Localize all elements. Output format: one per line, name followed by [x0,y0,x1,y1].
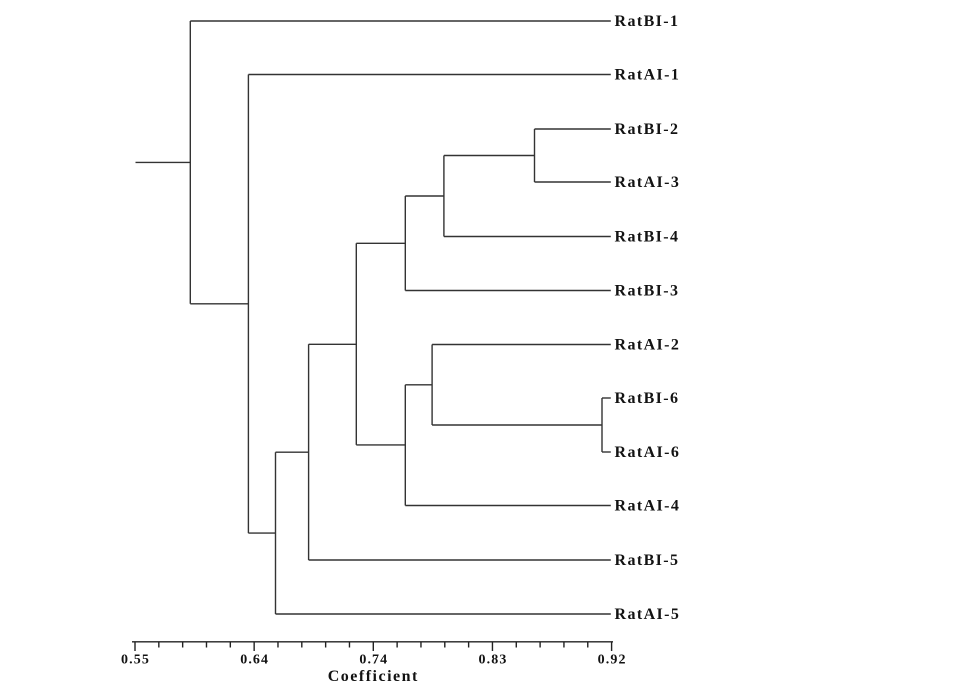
svg-text:RatBI-2: RatBI-2 [615,121,680,138]
svg-text:0.92: 0.92 [598,653,627,668]
svg-text:RatAI-2: RatAI-2 [615,337,681,354]
svg-text:RatAI-6: RatAI-6 [615,444,681,461]
svg-text:0.83: 0.83 [479,653,508,668]
svg-text:RatBI-6: RatBI-6 [615,390,680,407]
svg-text:RatBI-3: RatBI-3 [615,283,680,300]
svg-text:RatAI-4: RatAI-4 [615,498,681,515]
svg-text:RatBI-4: RatBI-4 [615,229,680,246]
svg-text:RatAI-5: RatAI-5 [615,606,681,623]
svg-text:RatBI-1: RatBI-1 [615,13,680,30]
svg-text:0.74: 0.74 [359,653,388,668]
svg-text:RatAI-3: RatAI-3 [615,174,681,191]
svg-text:Coefficient: Coefficient [328,668,419,685]
svg-text:0.64: 0.64 [240,653,269,668]
svg-text:RatAI-1: RatAI-1 [615,67,681,84]
svg-text:0.55: 0.55 [121,653,150,668]
svg-text:RatBI-5: RatBI-5 [615,552,680,569]
